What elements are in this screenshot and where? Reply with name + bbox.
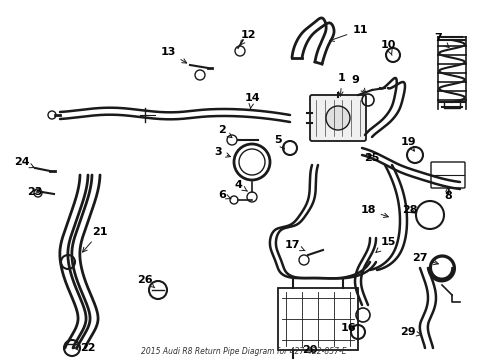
Text: 14: 14: [244, 93, 259, 109]
Bar: [278, 288, 357, 350]
Text: 2015 Audi R8 Return Pipe Diagram for 427-422-857-E: 2015 Audi R8 Return Pipe Diagram for 427…: [141, 347, 346, 356]
Text: 18: 18: [360, 205, 387, 217]
Text: 10: 10: [380, 40, 395, 55]
Text: 16: 16: [340, 323, 355, 333]
Text: 21: 21: [82, 227, 107, 252]
Text: 17: 17: [284, 240, 305, 251]
Text: 11: 11: [329, 25, 367, 41]
Text: 8: 8: [443, 187, 451, 201]
Circle shape: [325, 106, 349, 130]
Text: 12: 12: [240, 30, 255, 45]
Text: 29: 29: [399, 327, 421, 337]
Text: 4: 4: [234, 180, 246, 191]
Text: 5: 5: [274, 135, 284, 149]
Text: 25: 25: [364, 153, 379, 163]
Text: 28: 28: [402, 205, 417, 215]
Text: 20: 20: [302, 345, 317, 355]
Text: 2: 2: [218, 125, 231, 138]
Text: 26: 26: [137, 275, 154, 288]
Text: 24: 24: [14, 157, 34, 168]
Text: 27: 27: [411, 253, 437, 265]
Text: 9: 9: [350, 75, 365, 93]
Text: 19: 19: [399, 137, 415, 151]
Text: 15: 15: [375, 237, 395, 252]
Text: 22: 22: [74, 343, 96, 353]
Text: 6: 6: [218, 190, 231, 200]
Text: 13: 13: [160, 47, 186, 63]
FancyBboxPatch shape: [309, 95, 365, 141]
Text: 1: 1: [337, 73, 345, 96]
Text: 23: 23: [27, 187, 42, 197]
Text: 7: 7: [433, 33, 448, 48]
Text: 3: 3: [214, 147, 230, 157]
